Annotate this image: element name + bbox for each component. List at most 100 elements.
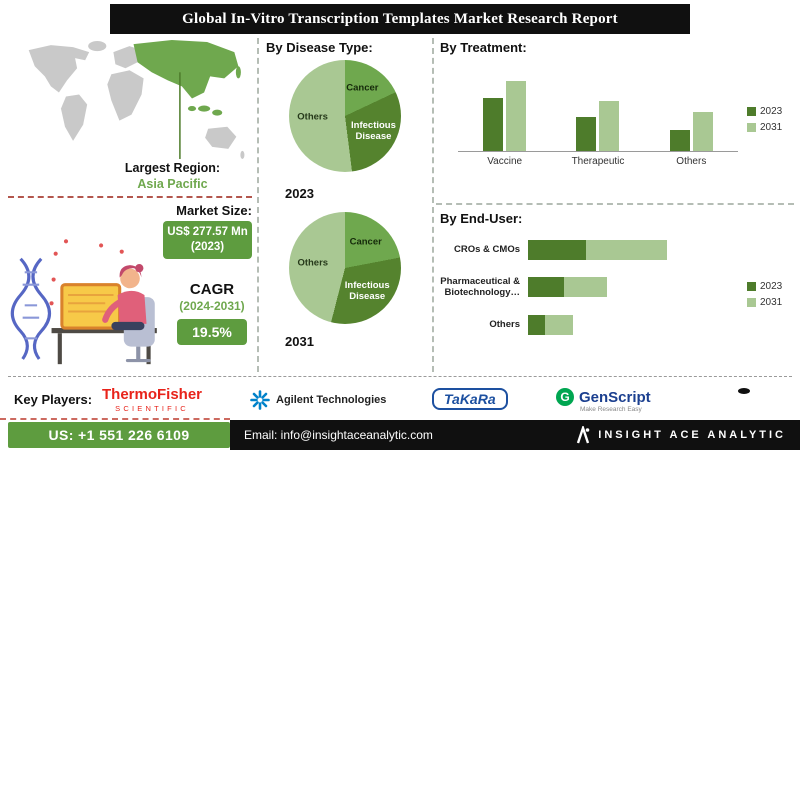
- new-zealand: [240, 150, 245, 159]
- bar-2031: [599, 100, 620, 151]
- bar-category-label: Vaccine: [487, 156, 523, 167]
- bar-2031: [692, 112, 713, 151]
- key-players-label: Key Players:: [14, 392, 93, 407]
- market-size-label: Market Size:: [176, 203, 252, 218]
- end-user-title: By End-User:: [440, 211, 523, 226]
- hbar-segment-2031: [545, 314, 573, 335]
- person-head: [120, 268, 140, 289]
- hbar-track: [528, 240, 742, 260]
- player-genscript: G GenScript Make Research Easy: [556, 388, 651, 413]
- disease-pie-2023: Cancer Infectious Disease Others: [289, 60, 401, 172]
- infographic-page: Global In-Vitro Transcription Templates …: [0, 4, 800, 450]
- report-title-bar: Global In-Vitro Transcription Templates …: [110, 4, 690, 34]
- hbar-segment-2031: [564, 277, 608, 298]
- legend-item-2023: 2023: [747, 281, 782, 292]
- brand-block: INSIGHT ACE ANALYTIC: [576, 425, 786, 445]
- largest-region-label: Largest Region:: [124, 161, 221, 175]
- legend-label-2023: 2023: [760, 281, 783, 292]
- hbar-segment-2023: [528, 314, 546, 335]
- end-user-bar-chart: CROs & CMOs Pharmaceutical & Biotechnolog…: [440, 240, 742, 351]
- person-arm: [102, 298, 125, 323]
- end-user-legend: 2023 2031: [747, 281, 782, 308]
- greenland: [88, 41, 107, 52]
- person-hair-bun: [135, 264, 144, 273]
- left-divider: [8, 196, 252, 198]
- bar-2023: [576, 117, 597, 151]
- legend-item-2031: 2031: [747, 122, 782, 133]
- pie-slice-label: Cancer: [349, 236, 382, 248]
- player-promega: Promega: [700, 386, 788, 414]
- divider-vertical-1: [257, 38, 259, 372]
- agilent-wordmark: Agilent Technologies: [276, 394, 387, 406]
- bar-group: Others: [669, 54, 713, 167]
- promega-dot-icon: [738, 388, 750, 394]
- report-title: Global In-Vitro Transcription Templates …: [182, 10, 618, 27]
- largest-region-block: Largest Region: Asia Pacific: [90, 161, 255, 192]
- bar-2023: [669, 129, 690, 151]
- monitor-screen-lines: [68, 293, 114, 313]
- continent-south-america: [60, 94, 88, 141]
- japan: [235, 66, 241, 79]
- bar-category-label: Others: [676, 156, 707, 167]
- pie-year-2023: 2023: [285, 186, 314, 201]
- hbar-track: [528, 277, 742, 298]
- genscript-tagline: Make Research Easy: [580, 406, 642, 413]
- agilent-spark-icon: [250, 390, 270, 410]
- desk-leg-left: [57, 333, 62, 365]
- genscript-wordmark: GenScript: [579, 388, 651, 406]
- continent-europe: [113, 46, 142, 69]
- legend-label-2031: 2031: [760, 122, 783, 133]
- legend-label-2031: 2031: [760, 297, 783, 308]
- hbar-category-label: Pharmaceutical & Biotechnology…: [440, 276, 520, 299]
- legend-swatch-2031: [747, 298, 756, 307]
- pie-slice-label: Others: [297, 257, 329, 269]
- hbar-segment-2031: [585, 240, 668, 260]
- desk-leg-right: [146, 333, 151, 365]
- person-legs: [111, 321, 145, 331]
- divider-right-horizontal: [436, 203, 794, 205]
- dna-helix: [10, 257, 52, 360]
- treatment-title: By Treatment:: [440, 40, 527, 55]
- hbar-segment-2023: [528, 277, 565, 298]
- hbar-category-label: CROs & CMOs: [454, 244, 520, 256]
- legend-swatch-2023: [747, 107, 756, 116]
- player-thermofisher: ThermoFisher SCIENTIFIC: [102, 386, 202, 413]
- pie-slice-label: Infectious Disease: [344, 279, 390, 302]
- largest-region-value: Asia Pacific: [137, 176, 208, 191]
- hbar-track: [528, 314, 742, 335]
- hbar-row: Pharmaceutical & Biotechnology…: [440, 276, 742, 299]
- disease-pie-2031: Cancer Infectious Disease Others: [289, 212, 401, 324]
- dna-rungs: [22, 271, 40, 340]
- player-takara: TaKaRa: [432, 388, 508, 410]
- hbar-segment-2023: [528, 240, 586, 260]
- scientist-illustration: [2, 220, 162, 370]
- world-map: [10, 36, 248, 162]
- legend-item-2023: 2023: [747, 106, 782, 117]
- continent-africa: [107, 70, 144, 121]
- continent-australia: [205, 126, 237, 149]
- bar-2031: [506, 81, 527, 151]
- world-map-svg: [28, 40, 245, 159]
- treatment-legend: 2023 2031: [747, 106, 782, 133]
- cagr-badge: 19.5%: [177, 319, 247, 345]
- footer-bar: Email: info@insightaceanalytic.com INSIG…: [230, 420, 800, 450]
- genscript-g-icon: G: [556, 388, 574, 406]
- desk: [51, 328, 157, 334]
- disease-type-title: By Disease Type:: [266, 40, 373, 55]
- se-asia-island-3: [187, 106, 197, 112]
- pie-year-2031: 2031: [285, 334, 314, 349]
- chair-pole: [136, 346, 141, 359]
- pie-slice-label: Infectious Disease: [351, 119, 396, 142]
- hbar-row: Others: [440, 314, 742, 335]
- person-torso: [117, 290, 147, 324]
- se-asia-island-2: [212, 109, 223, 116]
- divider-vertical-2: [432, 38, 434, 372]
- legend-item-2031: 2031: [747, 297, 782, 308]
- pie-slice-label: Cancer: [346, 82, 379, 94]
- treatment-bar-chart: Vaccine Therapeutic Others: [458, 54, 738, 167]
- insight-ace-logo-icon: [577, 425, 590, 443]
- continent-north-america: [28, 45, 90, 93]
- chair-base: [125, 359, 151, 363]
- cagr-label: CAGR: [189, 281, 235, 298]
- bar-group: Vaccine: [483, 54, 527, 167]
